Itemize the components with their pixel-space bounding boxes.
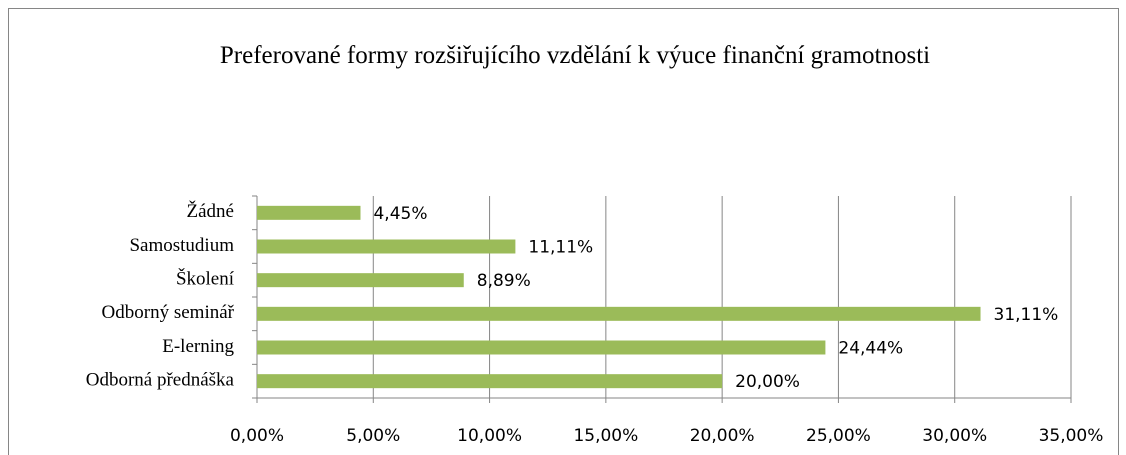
x-tick-label: 30,00% <box>922 426 987 446</box>
y-tick-label: Odborný seminář <box>102 302 235 323</box>
x-tick-label: 0,00% <box>230 426 284 446</box>
x-tick-label: 35,00% <box>1039 426 1104 446</box>
chart-border <box>8 8 1119 455</box>
chart-title: Preferované formy rozšiřujícího vzdělání… <box>219 42 931 69</box>
y-tick-label: E-lerning <box>162 336 234 357</box>
data-label: 8,89% <box>477 271 531 291</box>
bar <box>257 374 723 389</box>
x-tick-label: 15,00% <box>573 426 638 446</box>
data-label: 20,00% <box>735 372 800 392</box>
y-tick-label: Žádné <box>187 200 234 222</box>
y-tick-label: Školení <box>176 268 235 290</box>
x-tick-label: 5,00% <box>346 426 400 446</box>
x-tick-label: 25,00% <box>806 426 871 446</box>
data-label: 4,45% <box>373 204 427 224</box>
bar <box>257 205 361 220</box>
y-tick-label: Odborná přednáška <box>86 370 235 391</box>
data-label: 31,11% <box>994 305 1059 325</box>
y-tick-label: Samostudium <box>129 235 234 256</box>
bar <box>257 306 981 321</box>
bar <box>257 273 464 288</box>
data-label: 11,11% <box>528 238 593 258</box>
data-label: 24,44% <box>838 339 903 359</box>
bar <box>257 239 516 254</box>
x-tick-label: 20,00% <box>690 426 755 446</box>
x-tick-label: 10,00% <box>457 426 522 446</box>
bar <box>257 340 826 355</box>
